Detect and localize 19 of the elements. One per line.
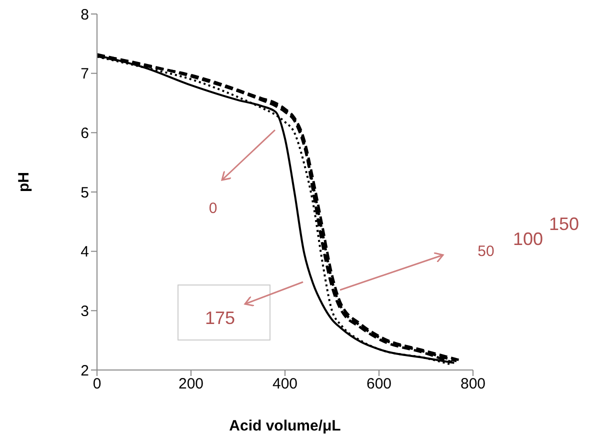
y-tick-label: 8 bbox=[80, 6, 89, 24]
y-tick-label: 7 bbox=[80, 66, 89, 83]
y-tick-label: 6 bbox=[80, 124, 89, 142]
y-tick-label: 2 bbox=[80, 362, 89, 380]
x-tick-label: 800 bbox=[460, 376, 486, 393]
text: 50 bbox=[478, 243, 494, 260]
text: 100 bbox=[512, 229, 544, 249]
y-axis-title: pH bbox=[15, 172, 32, 192]
y-tick-label: 5 bbox=[80, 184, 89, 202]
x-tick-label: 400 bbox=[272, 376, 298, 393]
x-tick-label: 0 bbox=[92, 376, 102, 393]
text: 150 bbox=[548, 214, 580, 234]
x-tick-label: 600 bbox=[366, 376, 392, 393]
y-tick-label: 4 bbox=[80, 244, 89, 261]
annotation: 175 bbox=[204, 308, 236, 328]
y-tick-label: 3 bbox=[80, 302, 89, 320]
x-axis-title: Acid volume/μL bbox=[229, 418, 341, 435]
annotation: 0 bbox=[208, 200, 218, 217]
x-tick-label: 200 bbox=[178, 376, 204, 393]
